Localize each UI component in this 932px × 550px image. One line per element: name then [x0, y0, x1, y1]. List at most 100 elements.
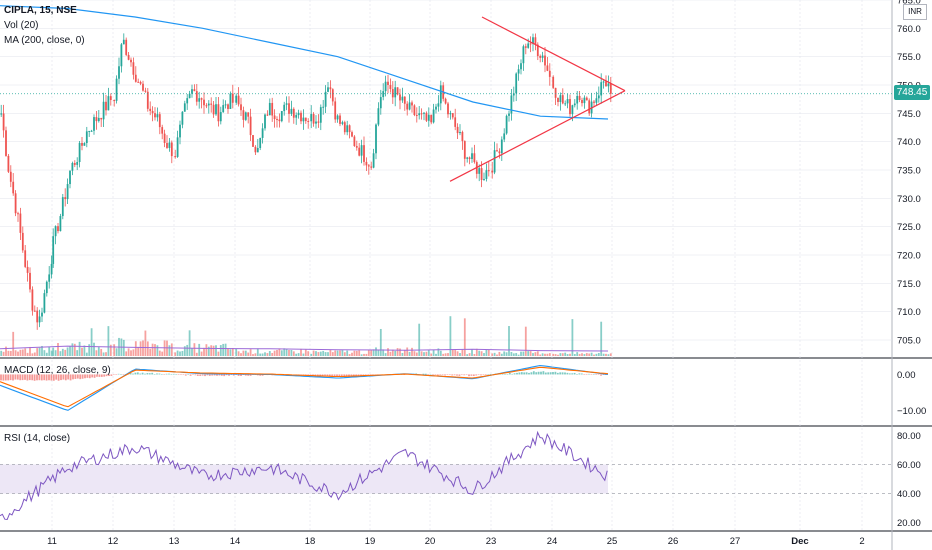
candle-body: [483, 178, 485, 180]
candle-body: [14, 193, 17, 214]
candle-body: [379, 97, 382, 109]
volume-bar: [382, 349, 385, 356]
volume-bar: [532, 353, 534, 356]
macd-histogram-bar: [357, 374, 360, 377]
candle-body: [219, 112, 222, 122]
candle-body: [276, 119, 278, 121]
macd-histogram-bar: [28, 374, 31, 381]
candle-body: [348, 125, 351, 133]
macd-histogram-bar: [595, 374, 598, 375]
candle-body: [264, 114, 266, 129]
candle-body: [576, 95, 579, 104]
symbol-legend[interactable]: CIPLA, 15, NSE: [4, 5, 77, 16]
volume-legend[interactable]: Vol (20): [4, 20, 38, 31]
macd-histogram-bar: [69, 374, 72, 381]
macd-histogram-bar: [93, 374, 96, 378]
price-tick-label: 740.0: [897, 137, 921, 148]
macd-histogram-bar: [468, 374, 470, 377]
candle-body: [292, 108, 295, 118]
volume-bar: [105, 352, 107, 356]
volume-bar: [283, 348, 286, 356]
macd-histogram-bar: [453, 374, 456, 376]
macd-histogram-bar: [516, 372, 518, 375]
macd-histogram-bar: [523, 372, 526, 375]
volume-bar: [370, 349, 373, 356]
volume-bar: [21, 349, 24, 356]
candle-body: [329, 87, 332, 90]
candle-body: [43, 293, 46, 313]
ma-legend[interactable]: MA (200, close, 0): [4, 35, 85, 46]
candle-body: [231, 93, 234, 103]
volume-bar: [471, 349, 473, 356]
macd-histogram-bar: [213, 374, 216, 376]
volume-bar: [315, 351, 317, 356]
candle-body: [200, 98, 203, 100]
volume-bar: [57, 343, 59, 356]
macd-histogram-bar: [0, 374, 2, 381]
currency-button[interactable]: INR: [903, 4, 927, 20]
volume-bar: [468, 353, 471, 356]
macd-histogram-bar: [91, 374, 94, 378]
candle-body: [503, 133, 506, 140]
volume-bar: [413, 351, 416, 356]
candle-body: [456, 126, 459, 134]
macd-histogram-bar: [57, 374, 60, 381]
candle-body: [493, 150, 496, 173]
volume-bar: [48, 346, 51, 356]
candle-body: [384, 81, 387, 92]
macd-histogram-bar: [2, 374, 5, 381]
volume-bar: [2, 351, 5, 356]
candle-body: [449, 113, 452, 115]
volume-bar: [203, 347, 205, 356]
candle-body: [597, 95, 600, 99]
candle-body: [17, 213, 19, 215]
candle-body: [471, 153, 473, 160]
candle-body: [343, 122, 346, 133]
volume-bar: [158, 350, 161, 356]
volume-bar: [264, 352, 266, 356]
candle-body: [520, 63, 522, 70]
price-tick-label: 745.0: [897, 109, 921, 120]
rsi-tick-label: 40.00: [897, 489, 921, 500]
volume-bar: [384, 353, 387, 356]
volume-bar: [403, 349, 406, 356]
volume-bar: [130, 350, 132, 356]
volume-bar: [420, 351, 423, 356]
macd-histogram-bar: [21, 374, 24, 381]
rsi-legend[interactable]: RSI (14, close): [4, 433, 70, 444]
macd-histogram-bar: [62, 374, 65, 380]
candle-body: [363, 145, 365, 162]
candle-body: [396, 87, 399, 95]
candle-body: [144, 90, 147, 92]
macd-histogram-bar: [259, 374, 262, 376]
volume-label: Vol (20): [4, 20, 39, 31]
volume-bar: [237, 351, 240, 356]
candle-body: [132, 62, 135, 75]
candle-body: [76, 162, 79, 165]
macd-histogram-bar: [9, 374, 12, 381]
macd-legend[interactable]: MACD (12, 26, close, 9): [4, 365, 111, 376]
candle-body: [487, 170, 490, 172]
volume-bar: [307, 351, 310, 356]
macd-histogram-bar: [139, 373, 142, 375]
macd-histogram-bar: [247, 374, 250, 376]
candle-body: [19, 213, 22, 233]
candle-body: [215, 104, 217, 115]
volume-bar: [59, 351, 62, 356]
rsi-pane: [0, 430, 892, 521]
rsi-tick-label: 80.00: [897, 431, 921, 442]
candle-body: [273, 115, 276, 120]
macd-histogram-bar: [67, 374, 70, 380]
candle-body: [358, 147, 361, 156]
macd-line: [0, 364, 609, 411]
candle-body: [33, 310, 36, 312]
candle-body: [423, 112, 425, 114]
candle-body: [207, 103, 210, 106]
macd-histogram-bar: [448, 374, 451, 375]
volume-bar: [107, 326, 110, 356]
volume-bar: [271, 352, 274, 356]
candle-body: [529, 43, 532, 45]
volume-bar: [442, 353, 445, 356]
rsi-band: [0, 464, 608, 494]
